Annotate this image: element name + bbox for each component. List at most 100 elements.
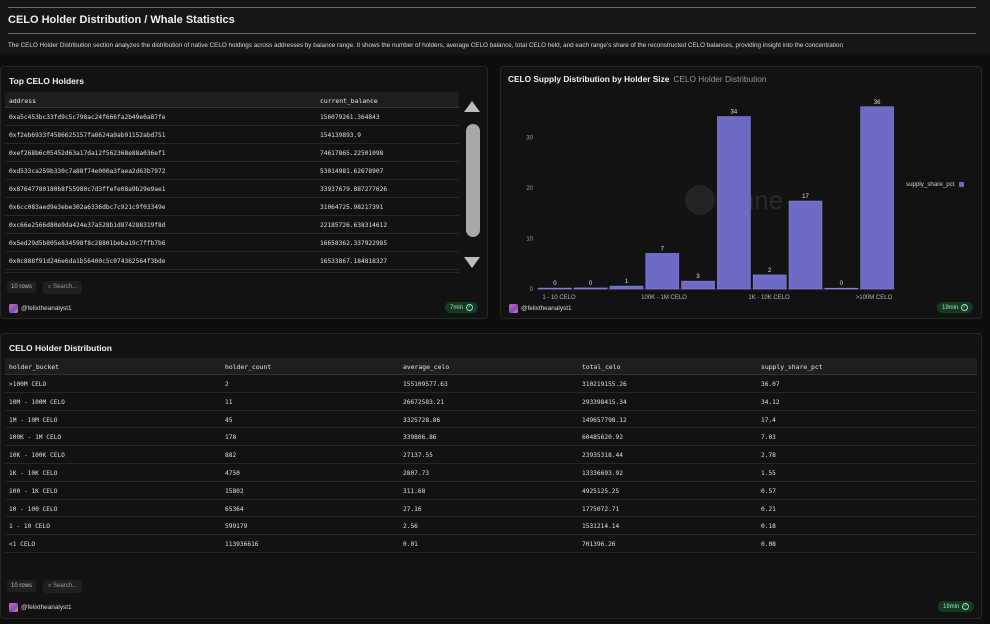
x-tick-label: 1 - 10 CELO xyxy=(542,295,576,301)
holder-count-cell: 599179 xyxy=(225,523,248,531)
address-cell: 0x0c888f91d246e6da1b56400c5c074362564f3b… xyxy=(9,258,166,265)
divider xyxy=(8,33,976,34)
total-celo-cell: 1531214.14 xyxy=(582,523,620,531)
total-celo-cell: 60485620.92 xyxy=(582,434,623,442)
freshness-badge: 19min ✓ xyxy=(938,601,975,612)
chart-bar[interactable] xyxy=(717,116,751,290)
column-header-supply-share-pct[interactable]: supply_share_pct xyxy=(761,363,823,371)
x-tick-label: >100M CELO xyxy=(856,295,893,301)
table-row[interactable]: 1K - 10K CELO 4750 2807.73 13336693.92 1.55 xyxy=(5,464,977,482)
table-row[interactable]: 0x87647780180b8f55980c7d3ffefe08a9b29e9a… xyxy=(5,180,459,198)
balance-cell: 31064725.98217391 xyxy=(320,204,384,211)
author-name: @felixtheanalyst1 xyxy=(21,305,72,312)
holder-bucket-cell: <1 CELO xyxy=(9,541,36,549)
x-tick-label: 100K - 1M CELO xyxy=(641,295,687,301)
balance-cell: 154139893.9 xyxy=(320,132,361,139)
avatar xyxy=(9,603,18,612)
table-row[interactable]: 0xd533ca259b330c7a88f74e000a3faea2d63b79… xyxy=(5,162,459,180)
rows-count-button[interactable]: 10 rows xyxy=(7,281,37,293)
table-row[interactable]: 0xc66e2566d80e9da424e37a528b1d874288319f… xyxy=(5,216,459,234)
bar-data-label: 34 xyxy=(731,110,738,116)
bar-data-label: 3 xyxy=(696,274,700,280)
average-celo-cell: 27137.55 xyxy=(403,452,433,460)
bar-data-label: 0 xyxy=(589,281,593,287)
table-row[interactable]: 10K - 100K CELO 882 27137.55 23935318.44 2.7… xyxy=(5,446,977,464)
panel-title[interactable]: CELO Holder Distribution xyxy=(9,343,112,353)
holder-bucket-cell: 100K - 1M CELO xyxy=(9,434,62,442)
scrollbar-thumb[interactable] xyxy=(466,124,480,237)
scroll-up-arrow-icon[interactable] xyxy=(464,101,480,112)
author-link[interactable]: @felixtheanalyst1 xyxy=(509,304,572,313)
table-row[interactable]: 1M - 10M CELO 45 3325728.86 149657798.12 17.… xyxy=(5,411,977,429)
holder-count-cell: 882 xyxy=(225,452,237,460)
table-row[interactable]: 10M - 100M CELO 11 26672583.21 293398415.34… xyxy=(5,393,977,411)
column-header-current-balance[interactable]: current_balance xyxy=(320,97,378,105)
supply-share-cell: 0.18 xyxy=(761,523,776,531)
table-row[interactable]: 1 - 10 CELO 599179 2.56 1531214.14 0.18 xyxy=(5,517,977,536)
freshness-label: 19min xyxy=(943,603,960,610)
column-header-holder-bucket[interactable]: holder_bucket xyxy=(9,363,60,371)
chart-bar[interactable] xyxy=(752,274,787,290)
search-icon: ⌕ xyxy=(48,583,52,589)
freshness-label: 7min xyxy=(450,304,464,311)
supply-share-cell: 34.12 xyxy=(761,398,780,406)
column-header-total-celo[interactable]: total_celo xyxy=(582,363,621,371)
chart-bar[interactable] xyxy=(824,287,859,290)
column-header-holder-count[interactable]: holder_count xyxy=(225,363,272,371)
table-row[interactable]: 10 - 100 CELO 65364 27.16 1775072.71 0.21 xyxy=(5,500,977,518)
supply-share-cell: 0.21 xyxy=(761,505,776,513)
chart-bar[interactable] xyxy=(609,285,644,290)
x-tick-label: 1K - 10K CELO xyxy=(748,295,790,301)
average-celo-cell: 26672583.21 xyxy=(403,398,444,406)
chart-title-text: CELO Supply Distribution by Holder Size xyxy=(508,74,670,84)
supply-share-cell: 1.55 xyxy=(761,470,776,477)
table-row[interactable]: <1 CELO 113936616 0.01 701396.26 0.08 xyxy=(5,535,977,553)
chart-legend[interactable]: supply_share_pct xyxy=(906,181,964,188)
total-celo-cell: 4925125.25 xyxy=(582,487,620,495)
chart-bar[interactable] xyxy=(788,200,823,290)
total-celo-cell: 293398415.34 xyxy=(582,398,627,406)
balance-cell: 33937679.887277626 xyxy=(320,186,388,193)
table-row[interactable]: >100M CELO 2 155109577.63 310219155.26 36.07 xyxy=(5,375,977,393)
scroll-down-arrow-icon[interactable] xyxy=(464,257,480,268)
holder-count-cell: 11 xyxy=(225,398,233,406)
balance-cell: 74617865.22501098 xyxy=(320,150,384,157)
search-input[interactable]: ⌕ Search... xyxy=(43,580,83,593)
balance-cell: 22185726.638314612 xyxy=(320,222,388,229)
chart-bar[interactable] xyxy=(645,253,680,290)
author-link[interactable]: @felixtheanalyst1 xyxy=(9,304,72,313)
table-row[interactable]: 0xef268b6c05452d63a17da12f562368e88a036e… xyxy=(5,144,459,162)
y-tick-label: 10 xyxy=(526,236,533,242)
column-header-address[interactable]: address xyxy=(9,97,36,105)
table-row[interactable]: 0xa5c453bc33fd9c5c798ac24f666fa2b49e0a87… xyxy=(5,108,459,126)
table-row[interactable]: 0xf2eb6933f4586625157fa8624a9ab91152abd7… xyxy=(5,126,459,144)
table-row[interactable]: 100K - 1M CELO 178 339806.86 60485620.92 7.0… xyxy=(5,428,977,447)
holder-bucket-cell: 1K - 10K CELO xyxy=(9,470,58,477)
y-tick-label: 0 xyxy=(530,287,534,293)
holder-bucket-cell: 10K - 100K CELO xyxy=(9,452,65,460)
average-celo-cell: 0.01 xyxy=(403,541,418,549)
column-header-average-celo[interactable]: average_celo xyxy=(403,363,450,371)
bar-data-label: 0 xyxy=(553,281,557,287)
panel-title[interactable]: Top CELO Holders xyxy=(9,76,84,86)
chart-bar[interactable] xyxy=(573,287,608,290)
table-row[interactable]: 0x1d0d0000c1d0a0d0f0c1d0a0d0f0c1d0a0d0f0… xyxy=(5,270,459,273)
table-row[interactable]: 0x0c888f91d246e6da1b56400c5c074362564f3b… xyxy=(5,252,459,270)
chart-bar[interactable] xyxy=(681,280,715,290)
search-input[interactable]: ⌕ Search... xyxy=(43,281,83,294)
holder-bucket-cell: 100 - 1K CELO xyxy=(9,487,58,495)
check-icon: ✓ xyxy=(961,304,969,311)
chart-bar[interactable] xyxy=(538,287,572,290)
freshness-badge: 7min ✓ xyxy=(445,302,479,313)
holder-count-cell: 178 xyxy=(225,434,237,442)
address-cell: 0x5ed29d5b805e834598f8c28801beba19c7ffb7… xyxy=(9,240,166,247)
chart-title[interactable]: CELO Supply Distribution by Holder Size C… xyxy=(508,74,767,84)
table-row[interactable]: 0x5ed29d5b805e834598f8c28801beba19c7ffb7… xyxy=(5,234,459,252)
author-link[interactable]: @felixtheanalyst1 xyxy=(9,603,72,612)
balance-cell: 156079261.364843 xyxy=(320,114,380,121)
rows-count-button[interactable]: 10 rows xyxy=(7,580,37,592)
chart-bar[interactable] xyxy=(860,106,894,290)
table-row[interactable]: 0x6cc083aed9e3ebe302a6336dbc7c921c9f0334… xyxy=(5,198,459,216)
freshness-label: 19min xyxy=(942,304,959,311)
table-row[interactable]: 100 - 1K CELO 15802 311.68 4925125.25 0.57 xyxy=(5,482,977,500)
